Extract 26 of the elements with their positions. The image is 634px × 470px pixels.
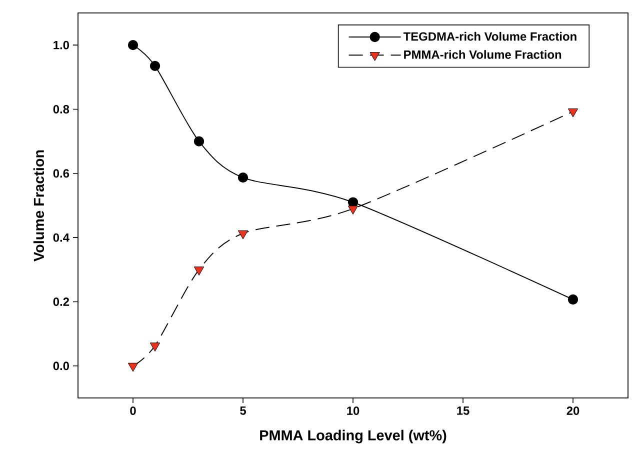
legend-label: TEGDMA-rich Volume Fraction [403, 32, 576, 41]
x-tick-label: 10 [347, 406, 360, 415]
y-tick-label: 1.0 [54, 40, 69, 50]
point [568, 294, 578, 305]
point [150, 60, 160, 72]
x-tick-label: 0 [130, 406, 136, 415]
y-tick-label: 0.4 [53, 233, 70, 242]
point [568, 108, 578, 118]
point [128, 362, 138, 372]
point [348, 206, 358, 215]
x-tick-label: 5 [240, 406, 246, 415]
point [194, 136, 204, 146]
y-tick-label: 0.8 [53, 105, 70, 114]
point [150, 342, 160, 352]
point [128, 40, 138, 50]
y-tick-label: 0.2 [53, 298, 70, 306]
y-tick-label: 0.0 [53, 362, 69, 370]
point [194, 266, 204, 276]
y-axis-title: Volume Fraction [33, 150, 44, 262]
x-axis-title: PMMA Loading Level (wt%) [260, 430, 446, 444]
y-tick-label: 0.6 [53, 169, 70, 178]
x-tick-label: 20 [566, 406, 580, 415]
x-tick-label: 15 [457, 406, 470, 415]
point [238, 172, 248, 183]
legend-label: PMMA-rich Volume Fraction [404, 50, 562, 59]
point [238, 230, 248, 240]
